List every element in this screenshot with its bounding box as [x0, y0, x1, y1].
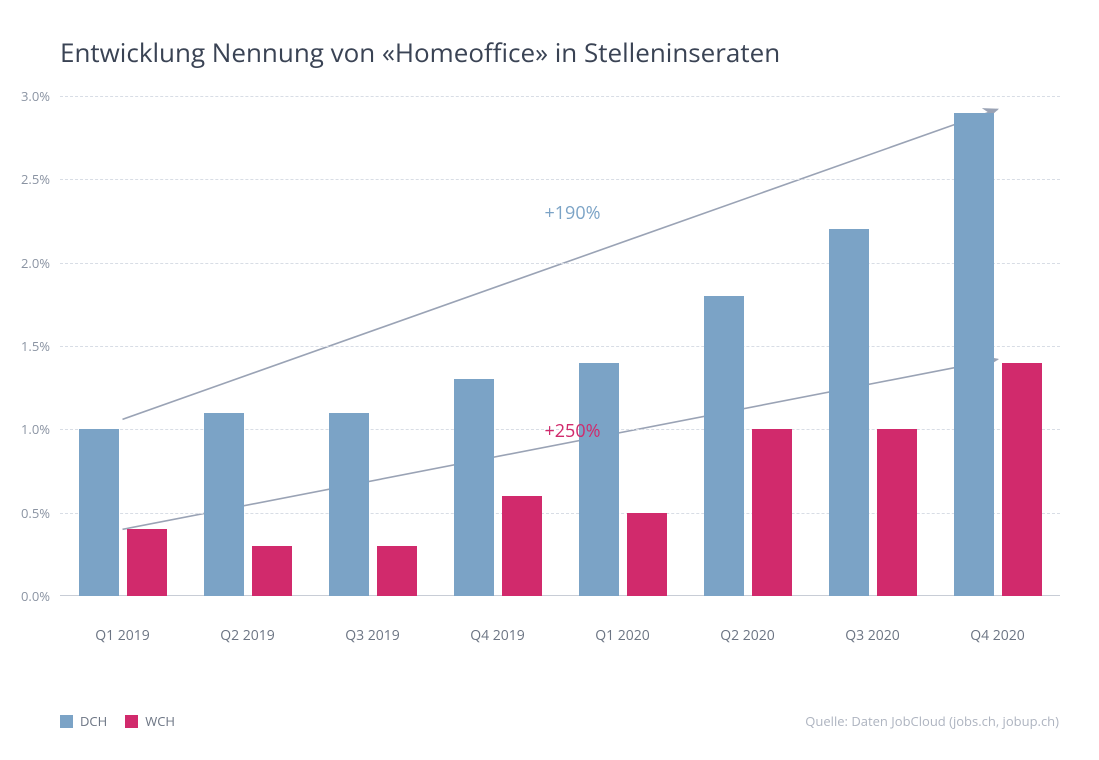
- plot-area: 0.0%0.5%1.0%1.5%2.0%2.5%3.0%Q1 2019Q2 20…: [60, 96, 1060, 596]
- chart-frame: Entwicklung Nennung von «Homeoffice» in …: [0, 0, 1099, 760]
- trend-label: +250%: [544, 419, 600, 443]
- x-axis-label: Q2 2020: [685, 596, 810, 645]
- bar-dch: [829, 229, 869, 596]
- y-axis-label: 3.0%: [21, 87, 50, 105]
- legend: DCH WCH: [60, 712, 175, 730]
- bar-group: Q4 2019: [435, 96, 560, 596]
- x-axis-label: Q2 2019: [185, 596, 310, 645]
- legend-label: WCH: [145, 712, 175, 730]
- bar-dch: [329, 413, 369, 596]
- bar-wch: [127, 529, 167, 596]
- bar-group: Q1 2019: [60, 96, 185, 596]
- bar-group: Q1 2020: [560, 96, 685, 596]
- bar-wch: [252, 546, 292, 596]
- legend-item: DCH: [60, 712, 107, 730]
- x-axis-label: Q1 2020: [560, 596, 685, 645]
- bar-group: Q4 2020: [935, 96, 1060, 596]
- legend-swatch: [60, 715, 73, 728]
- bar-wch: [627, 513, 667, 596]
- legend-swatch: [125, 715, 138, 728]
- x-axis-label: Q4 2020: [935, 596, 1060, 645]
- bar-dch: [579, 363, 619, 596]
- trend-label: +190%: [544, 201, 600, 225]
- x-axis-label: Q4 2019: [435, 596, 560, 645]
- bars-container: Q1 2019Q2 2019Q3 2019Q4 2019Q1 2020Q2 20…: [60, 96, 1060, 596]
- y-axis-label: 1.5%: [21, 337, 50, 355]
- y-axis-label: 2.5%: [21, 170, 50, 188]
- bar-wch: [377, 546, 417, 596]
- bar-group: Q3 2019: [310, 96, 435, 596]
- y-axis-label: 0.5%: [21, 504, 50, 522]
- x-axis-label: Q3 2020: [810, 596, 935, 645]
- bar-wch: [502, 496, 542, 596]
- x-axis-label: Q3 2019: [310, 596, 435, 645]
- y-axis-label: 1.0%: [21, 420, 50, 438]
- bar-wch: [877, 429, 917, 596]
- bar-dch: [454, 379, 494, 596]
- legend-item: WCH: [125, 712, 175, 730]
- y-axis-label: 0.0%: [21, 587, 50, 605]
- bar-dch: [204, 413, 244, 596]
- bar-dch: [79, 429, 119, 596]
- bar-wch: [752, 429, 792, 596]
- bar-dch: [954, 113, 994, 596]
- source-text: Quelle: Daten JobCloud (jobs.ch, jobup.c…: [805, 712, 1059, 730]
- bar-wch: [1002, 363, 1042, 596]
- bar-group: Q2 2019: [185, 96, 310, 596]
- x-axis-label: Q1 2019: [60, 596, 185, 645]
- bar-group: Q3 2020: [810, 96, 935, 596]
- chart-title: Entwicklung Nennung von «Homeoffice» in …: [60, 34, 780, 70]
- bar-group: Q2 2020: [685, 96, 810, 596]
- y-axis-label: 2.0%: [21, 254, 50, 272]
- legend-label: DCH: [80, 712, 107, 730]
- bar-dch: [704, 296, 744, 596]
